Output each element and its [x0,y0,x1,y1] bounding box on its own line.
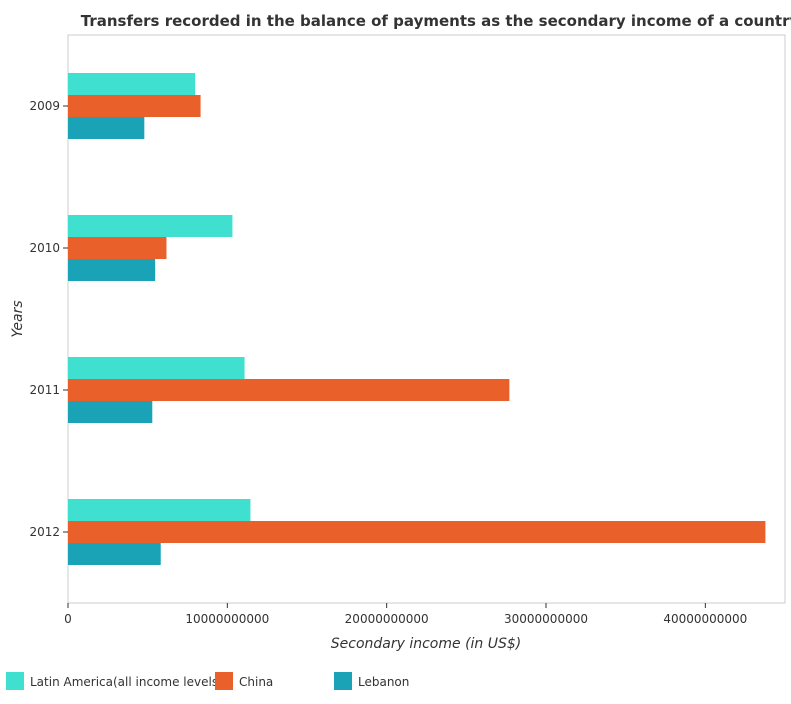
bar-china-2011 [68,379,510,401]
chart-title: Transfers recorded in the balance of pay… [81,12,791,30]
legend-label-2: Lebanon [358,675,409,689]
bar-latin-america-all-income-levels--2012 [68,499,251,521]
bar-china-2010 [68,237,167,259]
y-tick-label-2012: 2012 [29,525,60,539]
legend-label-1: China [239,675,273,689]
bar-lebanon-2012 [68,543,161,565]
legend-swatch-0 [6,672,24,690]
x-axis-label: Secondary income (in US$) [331,636,522,652]
bar-latin-america-all-income-levels--2009 [68,73,196,95]
bar-latin-america-all-income-levels--2011 [68,357,245,379]
x-tick-labels: 0 10000000000 20000000000 30000000000 400000… [64,603,747,626]
legend: Latin America(all income levels) China Leb… [6,672,409,690]
bars-group [68,73,766,565]
bar-lebanon-2009 [68,117,145,139]
bar-lebanon-2011 [68,401,153,423]
y-tick-label-2011: 2011 [29,383,60,397]
bar-china-2012 [68,521,766,543]
legend-swatch-1 [215,672,233,690]
x-tick-label-0: 0 [64,612,72,626]
y-axis-label: Years [10,300,26,337]
x-tick-label-2: 20000000000 [345,612,429,626]
bar-latin-america-all-income-levels--2010 [68,215,233,237]
y-tick-label-2009: 2009 [29,99,60,113]
x-tick-label-4: 40000000000 [663,612,747,626]
y-tick-label-2010: 2010 [29,241,60,255]
x-tick-label-1: 10000000000 [185,612,269,626]
x-tick-label-3: 30000000000 [504,612,588,626]
legend-swatch-2 [334,672,352,690]
bar-china-2009 [68,95,201,117]
y-tick-labels: 2009 2010 2011 2012 [29,99,68,539]
bar-lebanon-2010 [68,259,156,281]
legend-label-0: Latin America(all income levels) [30,675,223,689]
